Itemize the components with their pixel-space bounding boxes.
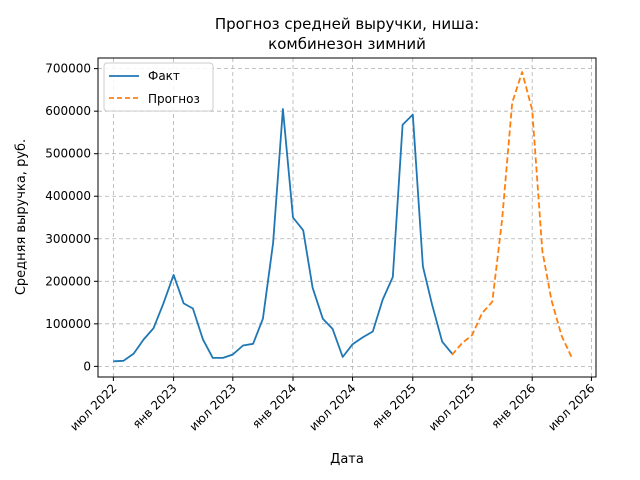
y-tick-label: 400000 bbox=[45, 189, 91, 203]
chart-title-line-2: комбинезон зимний bbox=[268, 35, 426, 53]
x-tick-label: янв 2023 bbox=[130, 381, 180, 431]
x-tick-label: июл 2023 bbox=[187, 381, 239, 433]
legend-label-forecast: Прогноз bbox=[148, 92, 200, 106]
y-axis-label: Средняя выручка, руб. bbox=[14, 139, 29, 295]
grid bbox=[98, 58, 596, 377]
y-tick-label: 200000 bbox=[45, 274, 91, 288]
y-tick-label: 300000 bbox=[45, 232, 91, 246]
x-tick-label: июл 2026 bbox=[545, 381, 597, 433]
x-tick-label: янв 2026 bbox=[488, 381, 538, 431]
y-tick-label: 500000 bbox=[45, 147, 91, 161]
x-tick-label: июл 2022 bbox=[67, 381, 119, 433]
x-tick-label: июл 2024 bbox=[306, 381, 358, 433]
x-tick-label: июл 2025 bbox=[426, 381, 478, 433]
x-tick-label: янв 2025 bbox=[369, 381, 419, 431]
legend-label-fact: Факт bbox=[148, 69, 180, 83]
series-line-forecast bbox=[451, 71, 573, 358]
series-group bbox=[113, 71, 573, 363]
plot-frame bbox=[97, 57, 597, 378]
y-tick-label: 600000 bbox=[45, 104, 91, 118]
x-axis-ticks: июл 2022 янв 2023 июл 2023 янв 2024 июл 2024… bbox=[67, 377, 598, 434]
legend-box bbox=[103, 62, 214, 112]
y-tick-label: 700000 bbox=[45, 62, 91, 76]
legend: Факт Прогноз bbox=[103, 62, 214, 112]
x-tick-label: янв 2024 bbox=[249, 381, 299, 431]
y-axis-ticks: 0 100000 200000 300000 400000 500000 600000 700… bbox=[45, 62, 98, 373]
x-axis-label: Дата bbox=[330, 452, 364, 467]
y-tick-label: 100000 bbox=[45, 317, 91, 331]
series-line-fact bbox=[113, 108, 453, 363]
chart-title-line-1: Прогноз средней выручки, ниша: bbox=[215, 15, 479, 33]
y-tick-label: 0 bbox=[83, 359, 91, 373]
